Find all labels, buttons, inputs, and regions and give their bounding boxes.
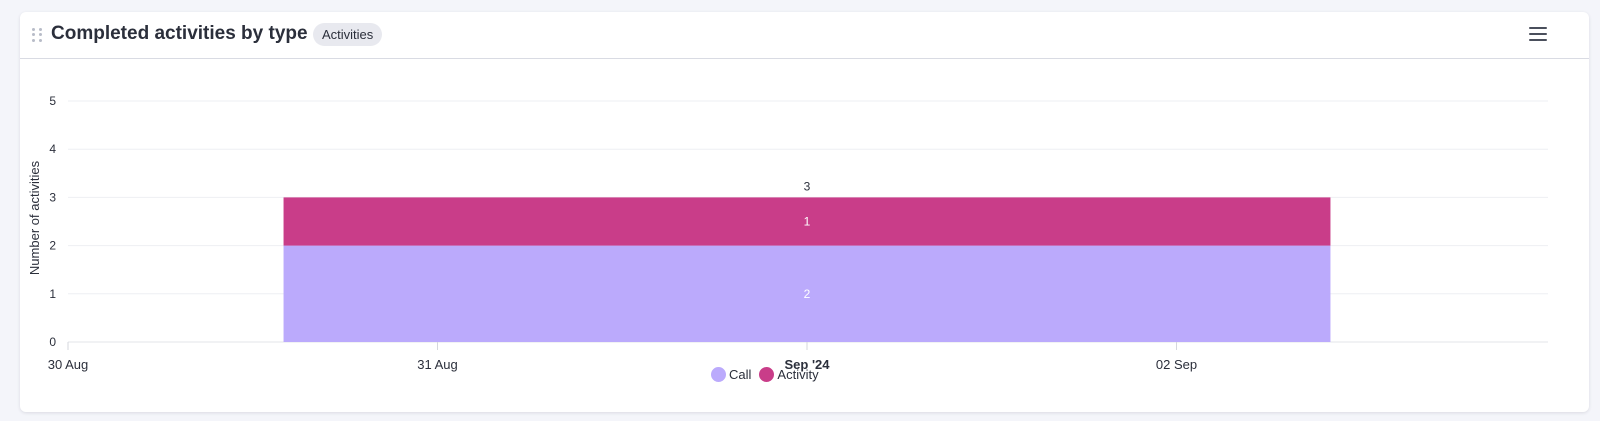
legend-label-call: Call: [729, 366, 752, 382]
y-tick-label: 0: [49, 335, 56, 349]
bar-total-label: 3: [804, 179, 811, 193]
chart-legend: Call Activity: [711, 364, 827, 384]
y-tick-label: 2: [49, 239, 56, 253]
y-axis-title: Number of activities: [27, 160, 42, 275]
x-tick-label: Sep '24: [784, 357, 830, 372]
bar-segment-label-activity: 1: [804, 215, 811, 229]
legend-dot-activity: [759, 366, 775, 382]
bar-segment-call: [283, 245, 1331, 342]
y-tick-label: 3: [49, 190, 56, 204]
bar-segment-label-call: 2: [804, 287, 811, 301]
bar-segment-activity: [283, 197, 1331, 246]
hamburger-menu-icon[interactable]: [1529, 27, 1547, 41]
x-tick-label: 31 Aug: [417, 357, 458, 372]
drag-handle-icon[interactable]: [32, 28, 42, 42]
legend-item-activity[interactable]: Activity: [759, 366, 819, 382]
widget-type-badge: Activities: [313, 23, 383, 46]
legend-label-activity: Activity: [777, 366, 819, 382]
x-tick-label: 02 Sep: [1156, 357, 1197, 372]
x-tick-label: 30 Aug: [48, 357, 89, 372]
widget-header: Completed activities by type Activities: [20, 12, 1589, 59]
legend-dot-call: [711, 366, 726, 382]
y-tick-label: 5: [49, 94, 56, 108]
y-tick-label: 4: [49, 142, 56, 156]
widget-title: Completed activities by type: [51, 23, 308, 44]
y-tick-label: 1: [49, 287, 56, 301]
legend-item-call[interactable]: Call: [711, 366, 752, 382]
